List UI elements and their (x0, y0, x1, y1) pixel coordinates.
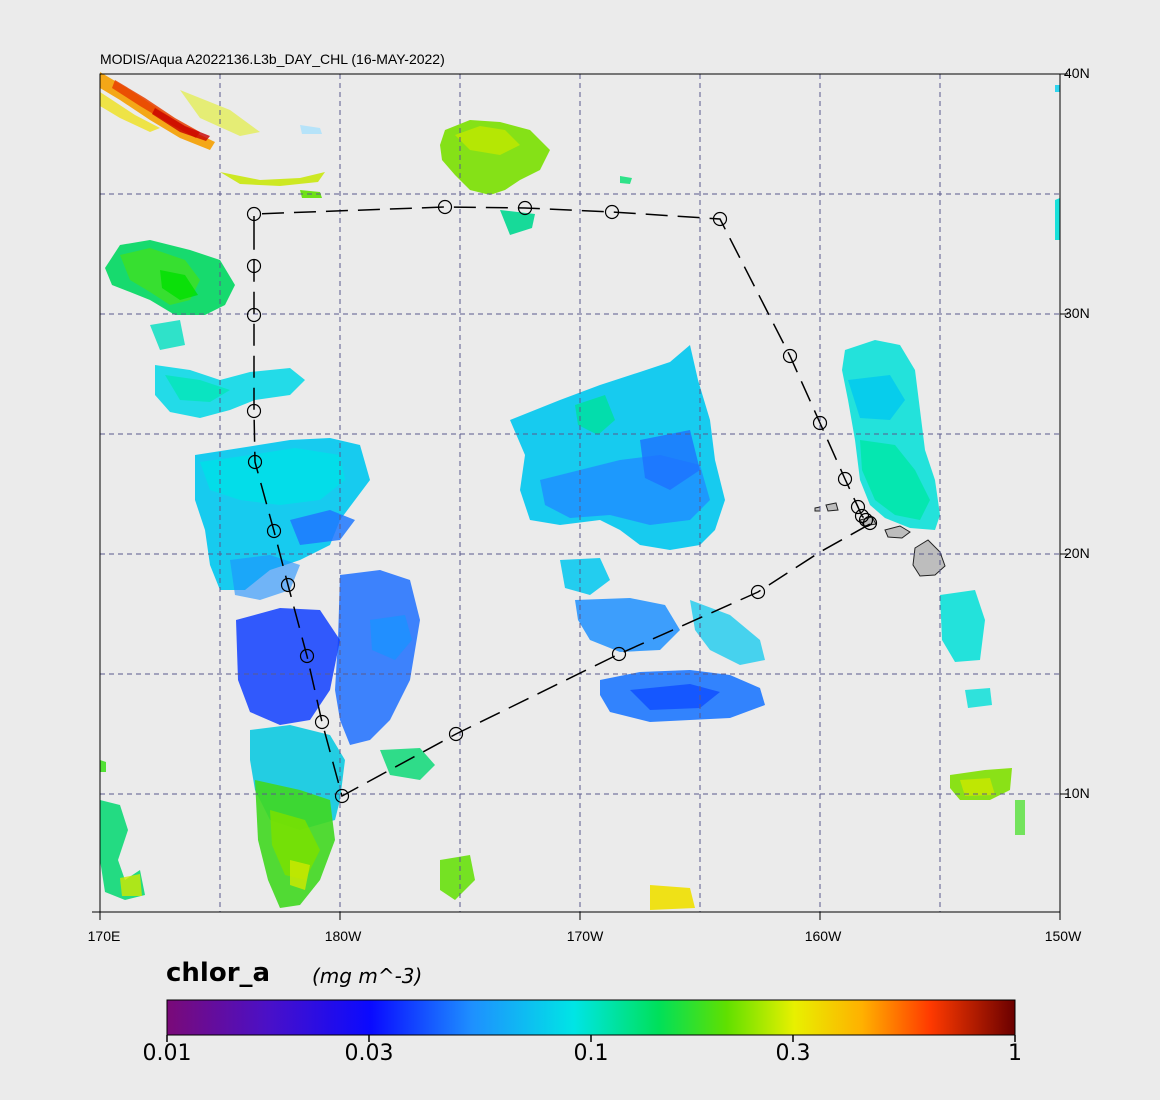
station-marker (517, 200, 533, 216)
graticule-grid (100, 74, 1060, 912)
colorbar-tick-label: 0.3 (775, 1041, 811, 1066)
station-markers (246, 199, 878, 804)
colorbar (166, 999, 1016, 1042)
lat-label-20n: 20N (1064, 545, 1090, 561)
colorbar-gradient (166, 999, 1016, 1036)
station-marker (314, 714, 330, 730)
station-marker (854, 508, 870, 524)
map-frame (92, 73, 1068, 920)
station-marker (246, 258, 262, 274)
chlorophyll-data-layer (100, 72, 1060, 910)
lon-label-160w: 160W (804, 928, 842, 944)
station-marker (750, 584, 766, 600)
lat-label-10n: 10N (1064, 785, 1090, 801)
station-marker (850, 499, 866, 515)
station-marker (246, 307, 262, 323)
map-title: MODIS/Aqua A2022136.L3b_DAY_CHL (16-MAY-… (100, 51, 445, 67)
colorbar-tick-label: 1 (1008, 1041, 1022, 1066)
colorbar-tick-label: 0.01 (142, 1041, 192, 1066)
station-marker (604, 204, 620, 220)
cruise-track (253, 206, 871, 798)
lon-label-180w: 180W (324, 928, 362, 944)
colorbar-variable-name: chlor_a (166, 958, 271, 988)
station-marker (247, 454, 263, 470)
lat-label-40n: 40N (1064, 65, 1090, 81)
colorbar-tick-label: 0.1 (573, 1041, 609, 1066)
station-marker (858, 512, 874, 528)
colorbar-units: (mg m^-3) (312, 964, 423, 988)
station-marker (299, 648, 315, 664)
station-marker (334, 788, 350, 804)
station-marker (712, 211, 728, 227)
station-marker (448, 726, 464, 742)
lat-label-30n: 30N (1064, 305, 1090, 321)
station-marker (246, 403, 262, 419)
colorbar-tick-label: 0.03 (344, 1041, 394, 1066)
station-marker (812, 415, 828, 431)
lon-label-170e: 170E (87, 928, 121, 944)
station-marker (266, 523, 282, 539)
station-marker (246, 206, 262, 222)
lon-label-170w: 170W (566, 928, 604, 944)
lon-label-150w: 150W (1044, 928, 1082, 944)
station-marker (862, 515, 878, 531)
station-marker (437, 199, 453, 215)
station-marker (280, 577, 296, 593)
station-marker (611, 646, 627, 662)
station-marker (782, 348, 798, 364)
station-marker (837, 471, 853, 487)
